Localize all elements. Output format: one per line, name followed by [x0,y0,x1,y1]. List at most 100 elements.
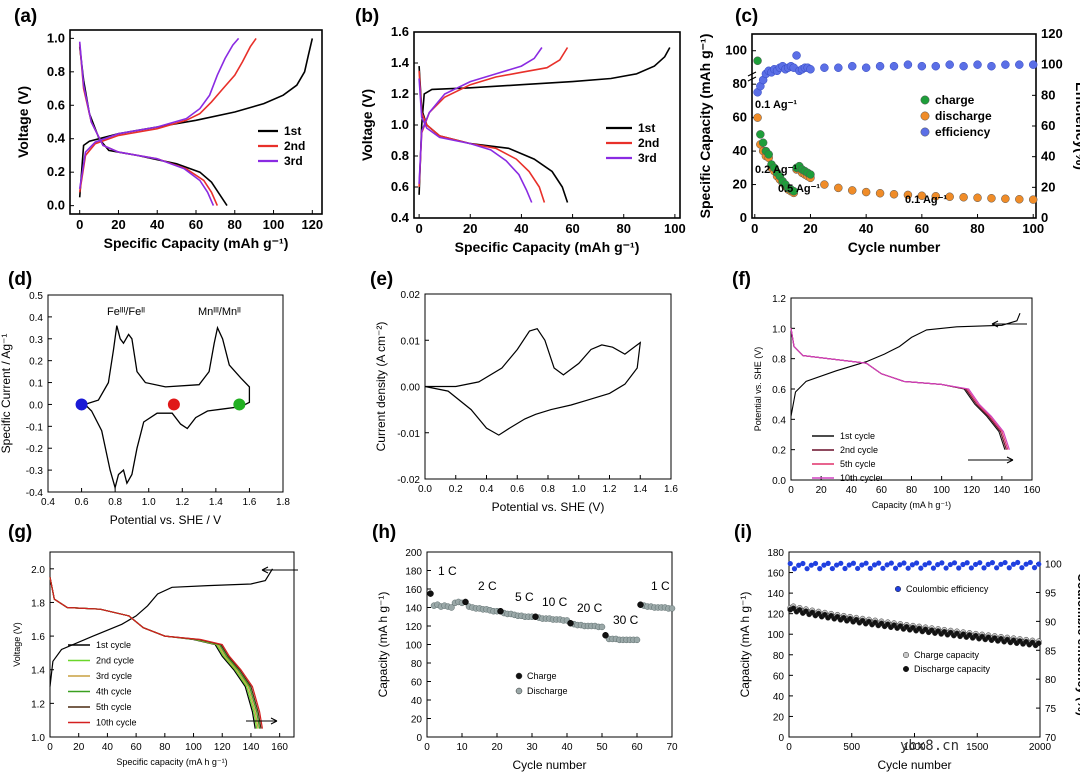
y2-tick-label: 100 [1045,560,1062,571]
x-tick-label: 60 [131,742,143,753]
data-point [956,565,962,571]
data-point [1031,565,1038,571]
data-point [1001,60,1010,69]
data-point [863,560,869,566]
data-point [897,562,903,568]
data-point [875,61,885,71]
y2-tick-label: 80 [1045,675,1057,686]
charge-arrow-icon [991,320,1027,328]
data-point [968,565,974,571]
data-point [994,565,1000,571]
x-tick-label: 1000 [903,742,926,753]
y-tick-label: 1.4 [391,55,410,70]
plot-frame [49,551,295,738]
legend-label: Charge [527,671,557,681]
legend-label: charge [935,93,975,107]
y-tick-label: 40 [411,696,423,707]
discharge-arrow-icon [968,456,1014,464]
data-point [861,187,871,197]
y-axis-label: Capacity (mA h g⁻¹) [738,592,752,698]
data-point [1036,561,1042,567]
y-tick-label: 0.4 [772,415,786,426]
rate-annotation: 20 C [577,601,603,615]
y-tick-label: 0.2 [29,357,43,368]
data-point [792,51,801,60]
x-axis-label: Specific capacity (mA h g⁻¹) [116,757,227,767]
legend-label: 3rd [284,154,303,168]
x-tick-label: 0 [751,221,758,236]
y-axis-label: Specific Capacity (mAh g⁻¹) [697,34,713,219]
x-tick-label: 50 [596,742,608,753]
y-tick-label: 0.2 [772,446,786,457]
data-point [935,562,941,568]
legend-label: 1st [284,124,301,138]
rate-annotation: 10 C [542,595,568,609]
data-point [987,194,996,203]
x-tick-label: 0 [47,742,53,753]
y-axis-label: Specific Current / Ag⁻¹ [0,334,13,454]
data-point [838,560,844,566]
data-point [875,188,885,198]
data-point [943,565,949,571]
plot-frame [69,29,323,215]
legend-label: Discharge capacity [914,664,991,674]
data-point [964,560,970,566]
x-tick-label: 1.4 [209,497,223,508]
series-line [790,328,1010,450]
y-tick-label: 20 [773,712,785,723]
data-point [1028,195,1038,204]
data-point [973,60,982,69]
data-point [1010,561,1017,567]
y-tick-label: 1.8 [31,598,45,609]
y-tick-label: 120 [405,622,422,633]
data-point [427,590,434,597]
data-point [985,561,991,567]
data-point [825,560,831,566]
y-tick-label: 1.2 [391,86,409,101]
x-tick-label: 1.2 [175,497,189,508]
x-tick-label: 20 [463,221,477,236]
data-point [820,63,829,72]
rate-annotation: 5 C [515,590,534,604]
data-point [791,566,798,572]
data-point [75,398,88,411]
y-tick-label: 0.8 [391,148,409,163]
data-point [903,190,913,200]
data-point [800,560,806,567]
panel-label: (c) [735,6,758,27]
x-tick-label: 60 [631,742,643,753]
x-tick-label: 0.0 [418,484,432,495]
data-point [926,560,932,566]
y-tick-label: 0 [740,210,747,225]
data-point [959,61,968,71]
x-tick-label: 100 [263,217,285,232]
legend-label: discharge [935,109,992,123]
rate-annotation: 0.5 Ag⁻¹ [778,183,820,195]
data-point [889,61,899,71]
x-tick-label: 100 [664,221,686,236]
data-point [920,95,930,105]
legend-label: 5th cycle [96,702,132,712]
y-tick-label: 0.6 [47,97,65,112]
y-tick-label: -0.3 [26,466,44,477]
data-point [918,565,924,571]
data-point [959,193,968,202]
series-line [49,568,274,687]
data-point [977,560,983,566]
x-tick-label: 40 [150,217,164,232]
data-point [972,561,979,568]
data-point [902,651,910,659]
y-tick-label: 140 [405,604,422,615]
y-tick-label: 20 [411,715,423,726]
series-line [790,312,1021,417]
peak-annotation: Feᴵᴵᴵ/Feᴵᴵ [107,306,145,318]
x-axis-label: Potential vs. SHE (V) [492,500,605,514]
axis-break-mark [747,71,757,82]
x-axis-label: Cycle number [848,239,941,255]
x-tick-label: 0.4 [41,497,55,508]
y-tick-label: 0.0 [29,400,43,411]
y-tick-label: 1.0 [391,117,409,132]
data-point [1006,565,1012,571]
x-tick-label: 40 [561,742,573,753]
y-axis-label: Voltage (V) [15,86,31,158]
